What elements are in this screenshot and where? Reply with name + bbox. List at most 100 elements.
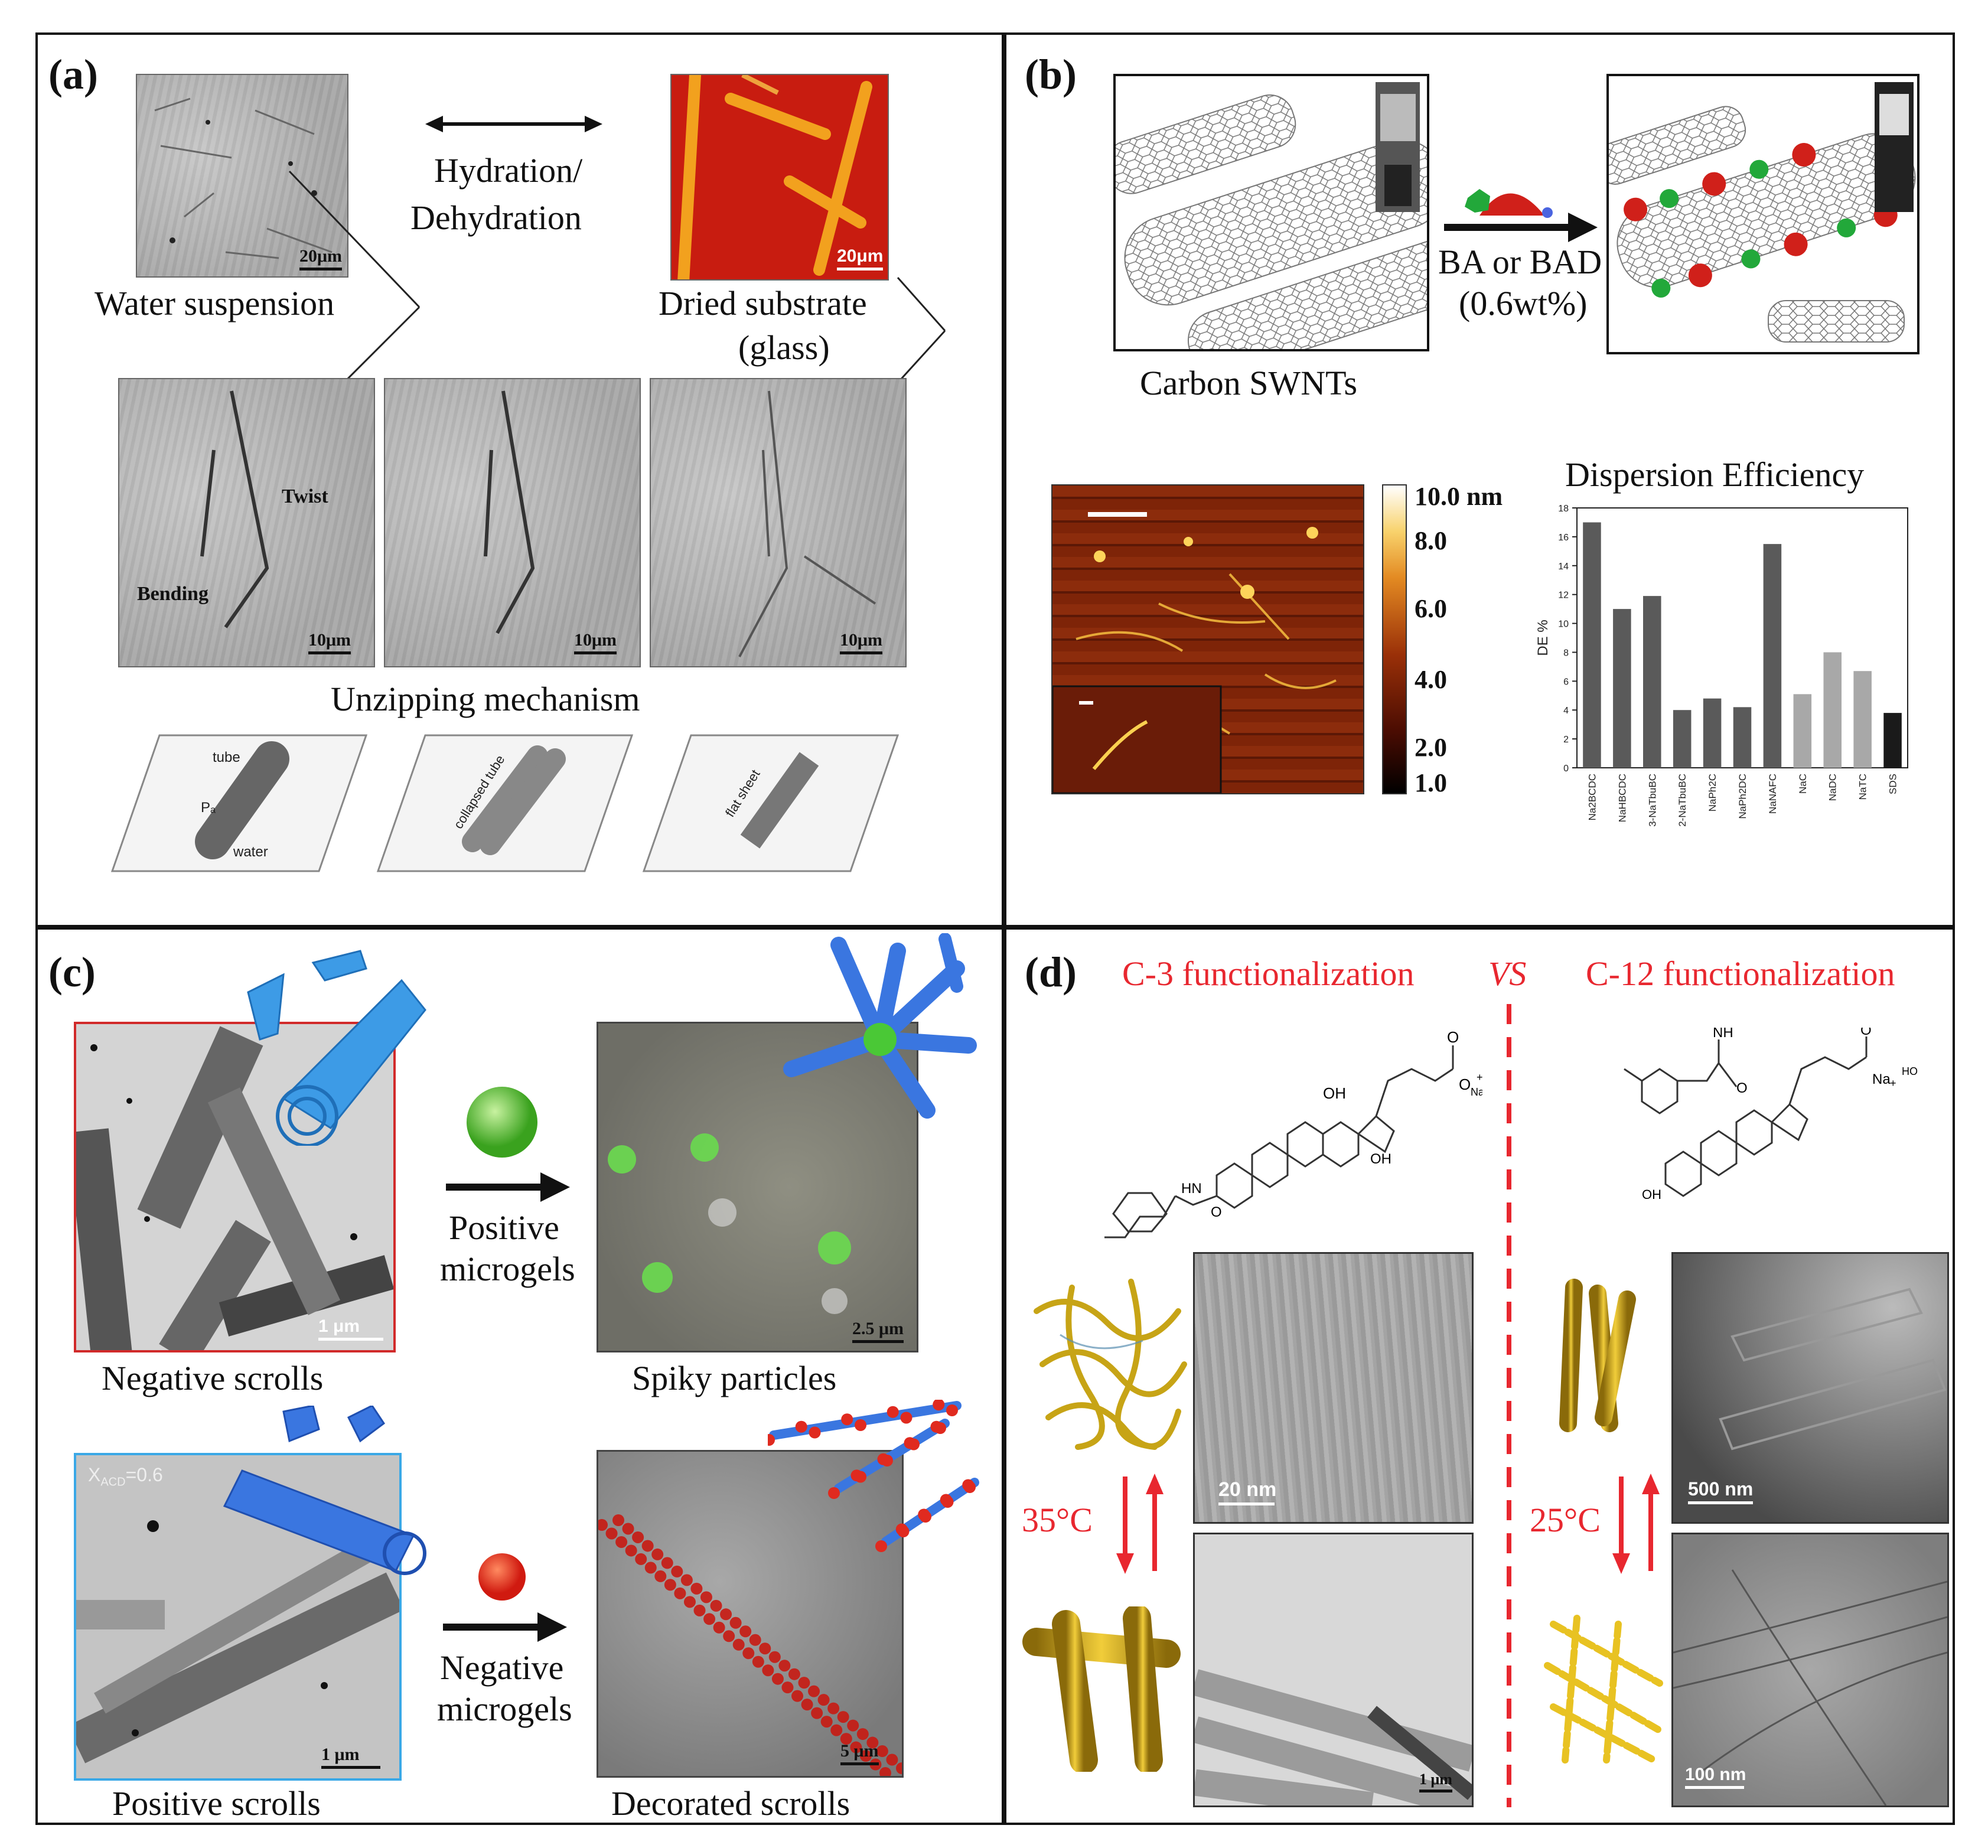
chem-c3-oh: OH xyxy=(1323,1084,1346,1102)
schematic-water: water xyxy=(233,844,268,860)
x-tick-label: SDS xyxy=(1888,774,1899,794)
y-tick-label: 12 xyxy=(1558,591,1569,601)
decorated-scrolls-caption: Decorated scrolls xyxy=(611,1784,850,1823)
unzip-frame-1: Twist Bending 10μm xyxy=(118,378,375,667)
bar-natc xyxy=(1853,671,1872,768)
positive-microgels-label-2: microgels xyxy=(440,1250,575,1288)
chem-c3-o2: O xyxy=(1459,1075,1471,1093)
schematic-pa: Pₐ xyxy=(201,800,216,816)
red-microgel-icon xyxy=(478,1553,526,1601)
scale-bar: 500 nm xyxy=(1688,1478,1753,1504)
chem-c3-o1: O xyxy=(1447,1028,1459,1046)
negative-microgels-label: Negative xyxy=(440,1648,564,1687)
unzipping-schematic: tube Pₐ water collapsed tube flat sheet xyxy=(110,734,900,872)
panel-b-label: (b) xyxy=(1025,51,1077,98)
y-axis-label: DE % xyxy=(1535,620,1551,656)
scale-bar: 2.5 μm xyxy=(852,1319,904,1343)
c3-tem-ribbons: 1 μm xyxy=(1193,1533,1474,1807)
chem-c12-o: NH xyxy=(1713,1028,1733,1041)
chem-c3-na: Na xyxy=(1471,1086,1482,1098)
concentration-label: (0.6wt%) xyxy=(1459,284,1588,322)
bar-naph2c xyxy=(1703,698,1722,768)
ba-molecule-icon xyxy=(1465,189,1553,218)
ba-or-bad-label: BA or BAD xyxy=(1438,243,1602,281)
colorbar-tick-2: 2.0 xyxy=(1415,733,1447,762)
spiky-particles-image: 2.5 μm xyxy=(597,1022,918,1352)
panel-a-label: (a) xyxy=(48,51,98,98)
vs-label: VS xyxy=(1488,954,1527,993)
bar-3-natbubc xyxy=(1643,596,1661,768)
c12-tem-tubes: 500 nm xyxy=(1671,1252,1949,1524)
colorbar-tick-4: 4.0 xyxy=(1415,665,1447,694)
y-tick-label: 16 xyxy=(1558,533,1569,543)
x-tick-label: Na2BCDC xyxy=(1586,774,1598,820)
scale-bar: 10μm xyxy=(574,630,617,654)
carbon-swnts-caption: Carbon SWNTs xyxy=(1140,364,1358,402)
green-microgel-icon xyxy=(467,1087,537,1158)
scale-bar: 1 μm xyxy=(321,1745,380,1769)
positive-microgels-label: Positive xyxy=(449,1208,559,1247)
chem-c3-o3: O xyxy=(1211,1204,1222,1220)
scale-bar: 20 nm xyxy=(1218,1478,1276,1505)
blue-scroll-icon xyxy=(223,1406,426,1575)
colorbar-tick-1: 1.0 xyxy=(1415,768,1447,797)
swnt-box xyxy=(1105,74,1475,377)
c12-rod-bundle-model xyxy=(1559,1279,1648,1432)
scale-bar: 20μm xyxy=(837,246,884,270)
panel-c-label: (c) xyxy=(48,949,96,996)
c12-chemical-structure: NH O O Na + HO OH xyxy=(1624,1028,1918,1202)
dispersion-efficiency-chart: 0 2 4 6 8 10 12 14 16 18 DE % Na2BCDC NaHBCDC 3-NaTbu… xyxy=(1535,504,1908,827)
hydration-label: Hydration/ xyxy=(434,151,583,190)
bar-nanafc xyxy=(1763,544,1782,768)
chem-c3-hn: HN xyxy=(1181,1181,1202,1197)
bar-12-natbubc xyxy=(1673,710,1692,768)
decorated-scroll-icon xyxy=(768,1400,979,1552)
y-tick-label: 18 xyxy=(1558,504,1569,514)
c3-temperature: 35°C xyxy=(1022,1501,1093,1539)
afm-image xyxy=(1051,484,1364,794)
dashed-divider xyxy=(1507,1004,1511,1807)
negative-scrolls-caption: Negative scrolls xyxy=(102,1359,324,1397)
scale-bar: 10μm xyxy=(308,630,351,654)
chem-c12-plus: HO xyxy=(1902,1065,1918,1077)
positive-scrolls-caption: Positive scrolls xyxy=(112,1784,321,1823)
colorbar-tick-10: 10.0 nm xyxy=(1415,482,1503,511)
y-tick-label: 8 xyxy=(1563,648,1569,658)
c12-title: C-12 functionalization xyxy=(1586,954,1895,993)
c12-reversible-arrows xyxy=(1612,1474,1660,1574)
y-tick-label: 6 xyxy=(1563,677,1569,687)
x-tick-label: NaPh2C xyxy=(1707,774,1718,811)
bending-label: Bending xyxy=(137,583,208,605)
needle-crystals xyxy=(154,97,333,259)
afm-colorbar xyxy=(1382,484,1407,794)
dehydration-label: Dehydration xyxy=(410,198,582,237)
c3-tem-fibers: 20 nm xyxy=(1193,1252,1474,1524)
y-tick-label: 10 xyxy=(1558,620,1569,630)
bar-sds xyxy=(1883,713,1902,768)
x-tick-label: 12-NaTbuBC xyxy=(1677,774,1688,827)
panel-d-label: (d) xyxy=(1025,949,1077,996)
dispersed-swnt-box xyxy=(1595,74,1919,354)
water-suspension-image: 20μm xyxy=(136,74,348,278)
unzip-frame-2: 10μm xyxy=(384,378,641,667)
arrow-c-top xyxy=(446,1172,570,1202)
unzipping-caption: Unzipping mechanism xyxy=(331,680,640,718)
dried-substrate-caption-2: (glass) xyxy=(738,328,830,367)
scale-bar: 5 μm xyxy=(840,1741,879,1765)
scale-bar: 100 nm xyxy=(1685,1765,1746,1789)
blue-scroll-tubes-icon xyxy=(247,950,426,1146)
scale-bar: 1 μm xyxy=(318,1316,383,1341)
right-arrow xyxy=(1444,213,1598,242)
dried-substrate-caption: Dried substrate xyxy=(659,284,867,322)
x-tick-label: NaDC xyxy=(1827,774,1839,801)
x-tick-label: NaC xyxy=(1797,774,1808,794)
x-tick-label: NaHBCDC xyxy=(1617,774,1628,822)
xacd-label: XACD=0.6 xyxy=(88,1464,163,1489)
twist-label: Twist xyxy=(282,485,328,507)
scale-bar: 10μm xyxy=(840,630,882,654)
schematic-tube: tube xyxy=(213,749,240,765)
c3-rod-bundle-model xyxy=(1022,1606,1181,1772)
chem-c3-plus: + xyxy=(1477,1071,1482,1083)
x-tick-label: NaTC xyxy=(1857,774,1869,800)
unzip-frame-3: 10μm xyxy=(650,378,907,667)
